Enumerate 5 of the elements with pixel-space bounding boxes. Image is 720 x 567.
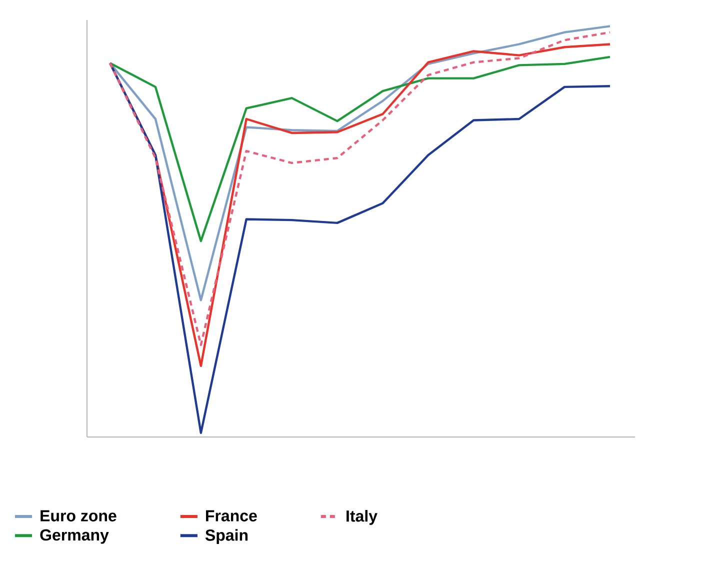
- legend-label: Italy: [346, 510, 378, 525]
- legend-label: France: [206, 510, 257, 522]
- legend-label: Spain: [205, 529, 248, 544]
- legend-label: Germany: [40, 529, 109, 544]
- legend-label: Euro zone: [40, 510, 116, 522]
